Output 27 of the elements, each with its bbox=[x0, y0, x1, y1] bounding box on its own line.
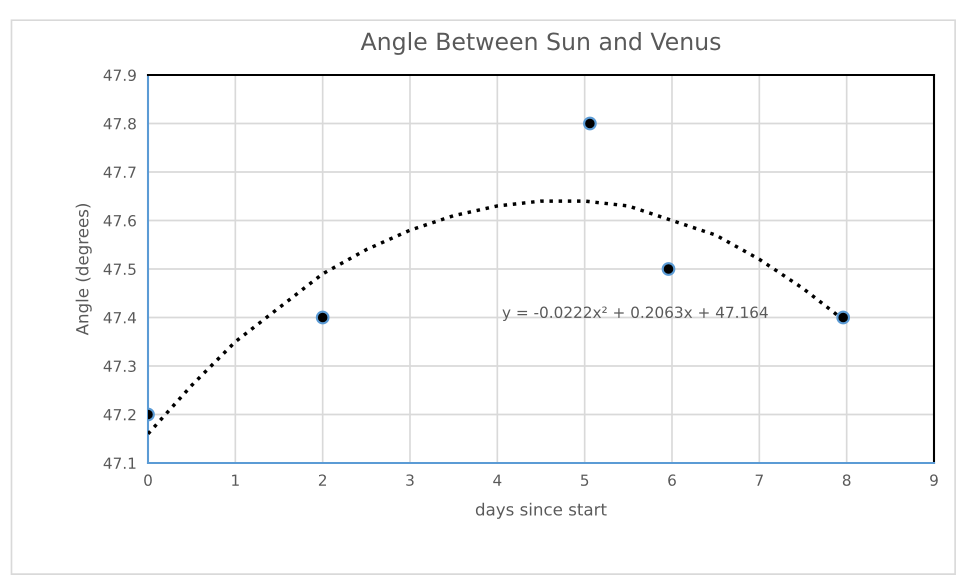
x-tick-label: 3 bbox=[406, 474, 414, 486]
point bbox=[583, 116, 597, 130]
x-tick-label: 8 bbox=[842, 474, 850, 486]
x-tick-label: 0 bbox=[144, 474, 152, 486]
x-tick-label: 7 bbox=[756, 474, 763, 486]
x-tick-label: 2 bbox=[318, 474, 326, 486]
x-tick-label: 1 bbox=[232, 474, 239, 486]
point bbox=[836, 310, 850, 324]
y-tick-label: 47.5 bbox=[104, 264, 136, 276]
annotation: y = -0.0222x² + 0.2063x + 47.164 bbox=[502, 306, 768, 322]
y-tick-label: 47.6 bbox=[104, 214, 136, 227]
y-tick-label: 47.1 bbox=[104, 458, 136, 469]
y-axis-title: Angle (degrees) bbox=[76, 204, 92, 336]
x-axis-title: days since start bbox=[476, 502, 607, 519]
y-tick-label: 47.2 bbox=[104, 408, 136, 420]
y-tick-label: 47.3 bbox=[104, 360, 136, 372]
y-tick-label: 47.8 bbox=[104, 118, 136, 130]
y-tick-label: 47.7 bbox=[104, 166, 136, 178]
y-tick-label: 47.9 bbox=[104, 69, 136, 82]
point bbox=[662, 262, 676, 276]
chart-title: Angle Between Sun and Venus bbox=[360, 32, 720, 55]
x-tick-label: 5 bbox=[580, 474, 588, 486]
x-tick-label: 4 bbox=[493, 474, 502, 486]
x-tick-label: 6 bbox=[668, 474, 676, 486]
y-tick-label: 47.4 bbox=[104, 312, 136, 324]
point bbox=[316, 310, 330, 324]
x-tick-label: 9 bbox=[930, 474, 938, 486]
